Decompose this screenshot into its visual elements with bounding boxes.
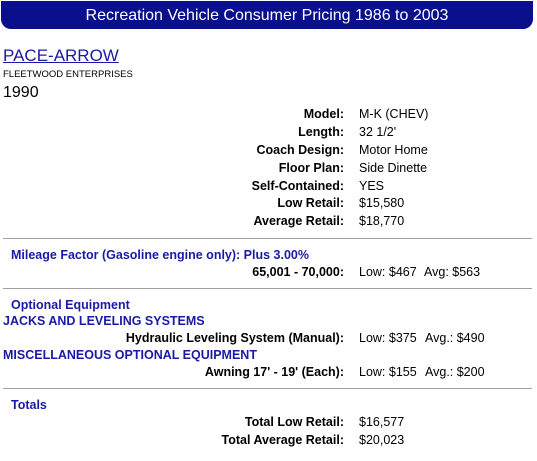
vehicle-name-link[interactable]: PACE-ARROW bbox=[3, 46, 119, 65]
divider bbox=[3, 288, 532, 289]
spec-label-low-retail: Low Retail: bbox=[277, 196, 344, 210]
spec-label-length: Length: bbox=[298, 125, 344, 139]
total-average-retail-label: Total Average Retail: bbox=[221, 433, 345, 447]
option-avg-price: Avg.: $490 bbox=[425, 331, 485, 345]
spec-label-floor-plan: Floor Plan: bbox=[278, 161, 344, 175]
divider bbox=[3, 388, 532, 389]
option-label-hydraulic-leveling: Hydraulic Leveling System (Manual): bbox=[125, 331, 344, 345]
spec-label-model: Model: bbox=[303, 107, 344, 121]
spec-value-self-contained: YES bbox=[359, 179, 385, 193]
divider bbox=[3, 238, 532, 239]
spec-value-low-retail: $15,580 bbox=[359, 196, 405, 210]
mileage-range-label: 65,001 - 70,000: bbox=[252, 265, 344, 279]
total-average-retail-value: $20,023 bbox=[359, 433, 405, 447]
page-title: Recreation Vehicle Consumer Pricing 1986… bbox=[85, 7, 449, 24]
spec-value-model: M-K (CHEV) bbox=[359, 107, 429, 121]
mileage-factor-title: Mileage Factor (Gasoline engine only): P… bbox=[11, 248, 309, 262]
category-title-jacks: JACKS AND LEVELING SYSTEMS bbox=[3, 314, 205, 328]
total-low-retail-value: $16,577 bbox=[359, 415, 405, 429]
totals-title: Totals bbox=[11, 398, 47, 412]
spec-value-average-retail: $18,770 bbox=[359, 214, 405, 228]
option-low-price: Low: $155 bbox=[359, 365, 417, 379]
spec-value-floor-plan: Side Dinette bbox=[359, 161, 428, 175]
total-low-retail-label: Total Low Retail: bbox=[244, 415, 344, 429]
spec-value-length: 32 1/2' bbox=[359, 125, 397, 139]
spec-value-coach-design: Motor Home bbox=[359, 143, 428, 157]
spec-label-average-retail: Average Retail: bbox=[253, 214, 344, 228]
option-low-price: Low: $375 bbox=[359, 331, 417, 345]
spec-label-self-contained: Self-Contained: bbox=[251, 179, 344, 193]
manufacturer-label: FLEETWOOD ENTERPRISES bbox=[3, 69, 133, 80]
page-header: Recreation Vehicle Consumer Pricing 1986… bbox=[1, 1, 533, 29]
optional-equipment-title: Optional Equipment bbox=[11, 298, 130, 312]
option-label-awning: Awning 17' - 19' (Each): bbox=[204, 365, 344, 379]
mileage-low-price: Low: $467 bbox=[359, 265, 417, 279]
option-avg-price: Avg.: $200 bbox=[425, 365, 485, 379]
mileage-avg-price: Avg: $563 bbox=[424, 265, 481, 279]
spec-label-coach-design: Coach Design: bbox=[256, 143, 344, 157]
model-year: 1990 bbox=[3, 84, 39, 101]
category-title-misc: MISCELLANEOUS OPTIONAL EQUIPMENT bbox=[3, 348, 257, 362]
